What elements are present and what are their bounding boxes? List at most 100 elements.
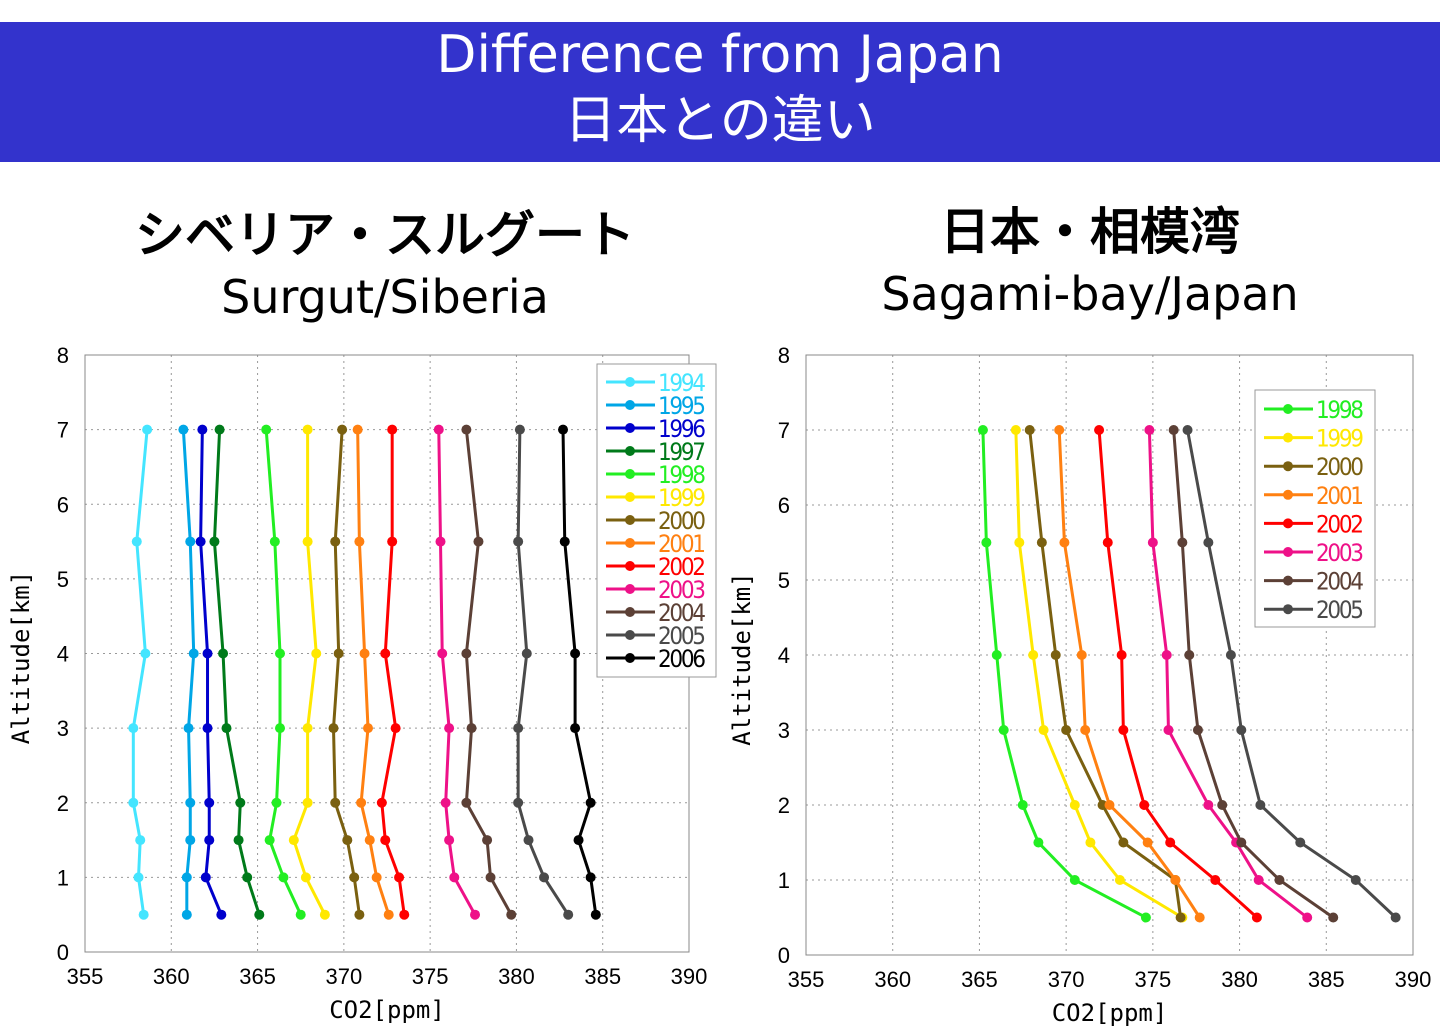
data-point-1999 (302, 536, 313, 547)
y-tick-label: 4 (57, 642, 69, 667)
data-point-2003 (444, 835, 455, 846)
data-point-2000 (1050, 650, 1061, 660)
data-point-2004 (466, 723, 477, 734)
data-point-1996 (204, 797, 215, 808)
data-point-2006 (570, 723, 581, 734)
data-point-2002 (1139, 800, 1150, 810)
data-point-1997 (218, 648, 229, 659)
data-point-2005 (1255, 800, 1266, 810)
data-point-2004 (1177, 537, 1188, 548)
legend-marker-2002 (625, 561, 635, 571)
series-line-1999 (292, 429, 327, 916)
legend-label: 2001 (658, 530, 706, 558)
data-point-2000 (342, 835, 353, 846)
data-point-2002 (394, 872, 405, 883)
x-tick-label: 355 (67, 964, 104, 989)
data-point-1996 (195, 536, 206, 547)
data-point-2001 (371, 872, 382, 883)
data-point-1998 (998, 725, 1009, 735)
series-line-2000 (332, 429, 361, 915)
data-point-2003 (1163, 725, 1174, 735)
data-point-2005 (513, 723, 524, 734)
data-point-1995 (185, 835, 196, 846)
y-tick-label: 7 (778, 418, 790, 443)
series-line-1996 (199, 429, 223, 916)
data-point-2000 (330, 536, 341, 547)
data-point-1998 (295, 909, 306, 920)
data-point-1999 (1069, 800, 1080, 810)
data-point-1994 (128, 797, 139, 808)
x-tick-label: 390 (671, 964, 708, 989)
data-point-2002 (1118, 725, 1129, 735)
data-point-2005 (1225, 650, 1236, 660)
y-axis-label: Altitude[km] (728, 572, 756, 745)
title-japanese: 日本との違い (564, 91, 876, 151)
y-tick-label: 6 (57, 492, 69, 517)
series-line-2001 (356, 429, 391, 916)
series-line-1997 (212, 429, 261, 916)
legend-label: 2005 (1316, 596, 1364, 624)
legend-label: 2005 (658, 622, 706, 650)
data-point-2006 (585, 797, 596, 808)
data-point-2001 (1170, 875, 1181, 885)
data-point-1998 (275, 648, 286, 659)
data-point-1994 (128, 723, 139, 734)
data-point-2001 (356, 797, 367, 808)
data-point-2003 (433, 424, 444, 435)
legend-label: 1998 (658, 461, 706, 489)
y-tick-label: 6 (778, 493, 790, 518)
legend-marker-2006 (625, 653, 635, 663)
data-point-2000 (1036, 537, 1047, 548)
data-point-2004 (1192, 725, 1203, 735)
data-point-1999 (302, 797, 313, 808)
x-tick-label: 370 (1048, 967, 1085, 992)
data-point-2004 (485, 872, 496, 883)
data-point-1994 (140, 648, 151, 659)
y-tick-label: 7 (57, 418, 69, 443)
series-line-1998 (981, 429, 1147, 919)
legend-marker-2002 (1283, 518, 1293, 529)
data-point-2005 (513, 797, 524, 808)
data-point-1996 (200, 872, 211, 883)
legend-label: 1995 (658, 392, 706, 420)
data-point-2001 (1104, 800, 1115, 810)
data-point-1996 (216, 909, 227, 920)
data-point-1999 (302, 723, 313, 734)
data-point-2001 (383, 909, 394, 920)
data-point-2001 (1059, 537, 1070, 548)
data-point-1996 (197, 424, 208, 435)
x-tick-label: 375 (412, 964, 449, 989)
data-point-2003 (1302, 912, 1313, 923)
x-tick-label: 360 (153, 964, 190, 989)
data-point-2000 (1024, 425, 1035, 435)
data-point-2001 (1142, 837, 1153, 848)
legend-label: 2002 (1316, 510, 1364, 538)
legend-marker-1995 (625, 400, 635, 410)
data-point-1999 (1114, 875, 1125, 885)
x-tick-label: 385 (1308, 967, 1345, 992)
data-point-2001 (1054, 425, 1065, 435)
data-point-2005 (513, 536, 524, 547)
data-point-1999 (319, 909, 330, 920)
data-point-2005 (1203, 537, 1214, 548)
data-point-2003 (1203, 800, 1214, 810)
y-tick-label: 8 (57, 343, 69, 368)
data-point-1997 (242, 872, 253, 883)
data-point-2002 (1210, 875, 1221, 885)
data-point-2005 (1295, 837, 1306, 848)
y-tick-label: 0 (778, 943, 790, 968)
data-point-2001 (352, 424, 363, 435)
data-point-2004 (1168, 425, 1179, 435)
data-point-2005 (1236, 725, 1247, 735)
plot-frame (805, 354, 1414, 956)
data-point-2002 (1165, 837, 1176, 848)
legend-label: 1999 (1316, 425, 1364, 453)
legend-label: 2000 (658, 507, 706, 535)
data-point-2003 (435, 536, 446, 547)
data-point-1995 (188, 648, 199, 659)
data-point-1996 (202, 723, 213, 734)
legend-label: 1999 (658, 484, 706, 512)
data-point-2000 (337, 424, 348, 435)
x-tick-label: 375 (1134, 967, 1171, 992)
data-point-2000 (354, 909, 365, 920)
